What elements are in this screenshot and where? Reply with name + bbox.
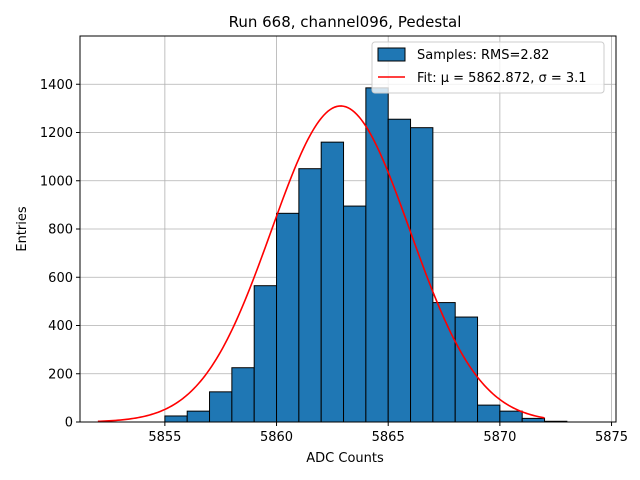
y-tick-label: 200 bbox=[48, 367, 73, 382]
y-tick-label: 1400 bbox=[40, 78, 73, 93]
histogram-bar bbox=[365, 87, 389, 423]
x-tick-label: 5875 bbox=[595, 430, 628, 445]
y-tick-label: 1200 bbox=[40, 126, 73, 141]
histogram-bar bbox=[298, 168, 322, 423]
fit-curve bbox=[97, 105, 545, 423]
x-tick-label: 5870 bbox=[483, 430, 516, 445]
legend-samples-label: Samples: RMS=2.82 bbox=[417, 48, 549, 63]
histogram-bar bbox=[253, 285, 278, 423]
histogram-bar bbox=[477, 404, 501, 423]
y-tick-label: 600 bbox=[48, 271, 73, 286]
chart-title: Run 668, channel096, Pedestal bbox=[229, 13, 462, 31]
legend-fit-label: Fit: μ = 5862.872, σ = 3.1 bbox=[417, 71, 587, 86]
histogram-bars bbox=[164, 87, 568, 423]
y-tick-label: 1000 bbox=[40, 174, 73, 189]
histogram-bar bbox=[410, 127, 434, 423]
legend: Samples: RMS=2.82 Fit: μ = 5862.872, σ =… bbox=[371, 41, 605, 94]
histogram-bar bbox=[521, 417, 546, 423]
histogram-bar bbox=[454, 316, 479, 423]
y-tick-label: 0 bbox=[65, 416, 73, 431]
histogram-bar bbox=[343, 205, 367, 423]
y-tick-label: 400 bbox=[48, 319, 73, 334]
x-tick-label: 5855 bbox=[148, 430, 181, 445]
histogram-bar bbox=[276, 212, 300, 423]
histogram-bar bbox=[209, 391, 233, 423]
y-axis-label: Entries bbox=[15, 206, 30, 252]
y-tick-label: 800 bbox=[48, 223, 73, 238]
axis-ticks: 5855 5860 5865 5870 5875 0 200 400 600 800 1000 120… bbox=[40, 78, 628, 445]
histogram-bar bbox=[231, 367, 255, 423]
x-tick-label: 5860 bbox=[260, 430, 293, 445]
x-axis-label: ADC Counts bbox=[306, 451, 384, 466]
histogram-bar bbox=[164, 415, 188, 423]
histogram-bar bbox=[320, 141, 345, 423]
x-tick-label: 5865 bbox=[372, 430, 405, 445]
histogram-bar bbox=[387, 118, 412, 423]
legend-samples-swatch bbox=[377, 47, 406, 62]
histogram-bar bbox=[432, 302, 456, 423]
legend-box bbox=[371, 41, 605, 94]
fit-curve-group bbox=[97, 105, 545, 423]
histogram-bar bbox=[186, 410, 211, 423]
histogram-bar bbox=[499, 410, 523, 423]
